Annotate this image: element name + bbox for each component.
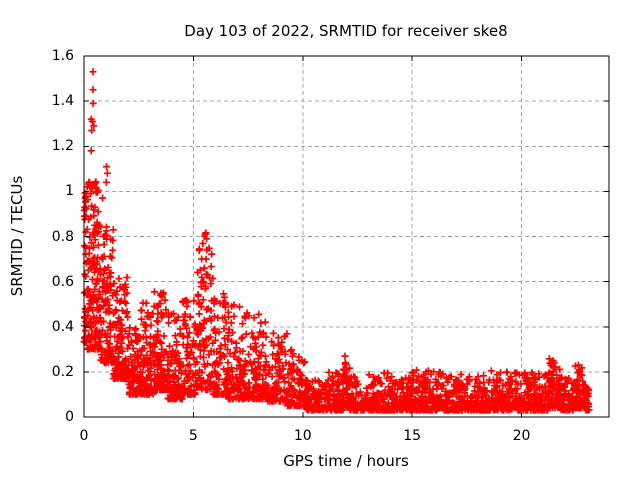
y-tick-label: 1 — [65, 183, 74, 200]
y-tick-label: 0.2 — [51, 363, 74, 380]
x-tick-label: 20 — [512, 428, 531, 444]
x-tick-label: 10 — [293, 428, 312, 444]
y-tick-label: 0.4 — [51, 318, 74, 335]
scatter-points — [80, 68, 593, 414]
y-tick-label: 1.4 — [51, 93, 74, 110]
y-tick-label: 0 — [65, 409, 74, 425]
y-tick-label: 1.2 — [51, 138, 74, 155]
y-tick-label: 0.6 — [51, 273, 74, 290]
x-tick-label: 5 — [188, 428, 198, 444]
x-tick-label: 15 — [403, 428, 422, 444]
y-tick-label: 0.8 — [51, 228, 74, 245]
chart-title: Day 103 of 2022, SRMTID for receiver ske… — [184, 22, 508, 40]
x-axis-label: GPS time / hours — [283, 452, 409, 470]
x-tick-label: 0 — [79, 428, 89, 444]
y-tick-label: 1.6 — [51, 48, 74, 64]
